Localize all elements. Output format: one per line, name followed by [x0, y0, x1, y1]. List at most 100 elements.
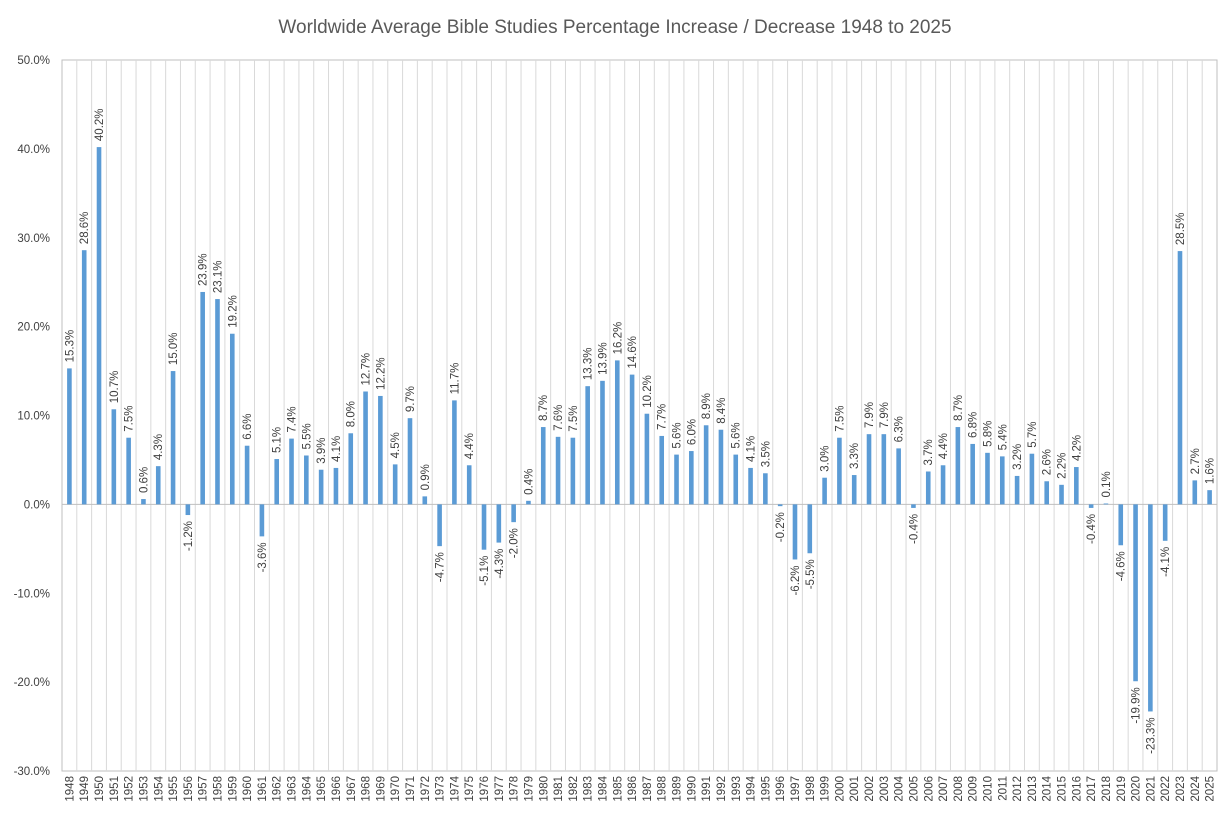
- data-label: 12.7%: [361, 353, 373, 386]
- bar: [481, 504, 487, 550]
- data-label: 9.7%: [405, 386, 417, 412]
- bar: [274, 459, 280, 505]
- data-label: 7.7%: [657, 404, 669, 430]
- bar: [570, 437, 576, 505]
- x-tick-label: 1964: [301, 775, 313, 801]
- x-tick-label: 1953: [138, 776, 150, 802]
- data-label: -19.9%: [1131, 687, 1143, 723]
- bar: [466, 465, 472, 505]
- bar: [999, 456, 1005, 505]
- data-label: 8.7%: [953, 395, 965, 421]
- x-tick-label: 2012: [1012, 776, 1024, 802]
- bar: [1103, 503, 1109, 505]
- data-label: 2.7%: [1190, 448, 1202, 474]
- bar: [925, 471, 931, 505]
- data-label: 15.3%: [64, 330, 76, 363]
- bar: [911, 504, 916, 508]
- x-tick-label: 1951: [109, 776, 121, 802]
- x-tick-label: 1956: [183, 776, 195, 802]
- x-tick-label: 1958: [212, 776, 224, 802]
- bar: [763, 473, 768, 505]
- bar: [229, 333, 235, 505]
- x-tick-label: 2006: [923, 776, 935, 802]
- x-tick-label: 2022: [1160, 776, 1172, 802]
- bar: [392, 464, 398, 505]
- bar: [1088, 504, 1094, 508]
- bar: [614, 360, 620, 505]
- y-tick-label: 20.0%: [17, 322, 50, 334]
- x-tick-label: 1988: [657, 776, 669, 802]
- x-tick-label: 1981: [553, 776, 565, 802]
- bar: [422, 496, 428, 505]
- data-label: 5.6%: [731, 422, 743, 448]
- data-label: -5.5%: [805, 559, 817, 589]
- data-label: 7.5%: [834, 406, 846, 432]
- bar: [792, 504, 798, 560]
- x-tick-label: 2023: [1175, 776, 1187, 802]
- x-tick-label: 1970: [390, 776, 402, 802]
- data-label: 12.2%: [375, 357, 387, 390]
- data-label: 5.4%: [997, 424, 1009, 450]
- x-tick-label: 1955: [168, 776, 180, 802]
- bar: [807, 504, 813, 554]
- data-label: 14.6%: [627, 336, 639, 369]
- data-label: 0.4%: [523, 469, 535, 495]
- data-label: 0.1%: [1101, 471, 1113, 497]
- bar: [437, 504, 442, 547]
- x-tick-label: 2019: [1116, 776, 1128, 802]
- bar: [304, 455, 309, 505]
- data-label: 13.9%: [597, 342, 609, 375]
- data-label: 8.0%: [346, 401, 358, 427]
- bar: [837, 437, 842, 505]
- data-label: 3.0%: [820, 445, 832, 471]
- data-label: -0.2%: [775, 512, 787, 542]
- x-tick-label: 1960: [242, 776, 254, 802]
- y-tick-label: 40.0%: [17, 144, 50, 156]
- data-label: 19.2%: [227, 295, 239, 328]
- data-label: 6.0%: [686, 419, 698, 445]
- data-label: -23.3%: [1145, 717, 1157, 753]
- data-label: 5.8%: [982, 421, 994, 447]
- data-label: 4.3%: [153, 434, 165, 460]
- bar: [111, 409, 117, 505]
- x-tick-label: 1952: [124, 776, 136, 802]
- x-tick-label: 2001: [849, 776, 861, 802]
- x-tick-label: 2020: [1131, 776, 1143, 802]
- bar: [1133, 504, 1138, 682]
- y-axis: -30.0% -20.0% -10.0% 0.0% 10.0% 20.0% 30.0% 40.…: [14, 55, 50, 778]
- data-label: -0.4%: [908, 514, 920, 544]
- bar: [333, 467, 339, 505]
- data-label: 23.9%: [198, 253, 210, 286]
- bar: [1192, 480, 1198, 505]
- data-label: 15.0%: [168, 332, 180, 365]
- x-tick-label: 1959: [227, 776, 239, 802]
- x-tick-label: 1998: [805, 776, 817, 802]
- data-label: 40.2%: [94, 108, 106, 141]
- bar: [896, 448, 901, 505]
- x-tick-label: 2018: [1101, 776, 1113, 802]
- x-tick-label: 1979: [523, 776, 535, 802]
- data-label: 10.2%: [642, 375, 654, 408]
- bar: [452, 400, 457, 505]
- y-tick-label: -10.0%: [14, 588, 50, 600]
- y-tick-label: 30.0%: [17, 233, 50, 245]
- data-label: 4.4%: [938, 433, 950, 459]
- data-label: 13.3%: [583, 348, 595, 381]
- data-label: -4.1%: [1160, 547, 1172, 577]
- bar: [348, 433, 354, 505]
- x-tick-label: 2024: [1190, 775, 1202, 801]
- x-tick-label: 1974: [449, 775, 461, 801]
- bar: [940, 465, 946, 505]
- x-tick-label: 2021: [1145, 776, 1157, 802]
- data-label: 7.9%: [864, 402, 876, 428]
- x-tick-label: 1968: [361, 776, 373, 802]
- bar: [600, 380, 605, 505]
- bar: [1044, 481, 1050, 505]
- x-tick-label: 2014: [1042, 775, 1054, 801]
- data-label: 7.6%: [553, 405, 565, 431]
- x-tick-label: 1980: [538, 776, 550, 802]
- data-label: -4.3%: [494, 549, 506, 579]
- data-label: 28.5%: [1175, 212, 1187, 245]
- bar: [185, 504, 191, 516]
